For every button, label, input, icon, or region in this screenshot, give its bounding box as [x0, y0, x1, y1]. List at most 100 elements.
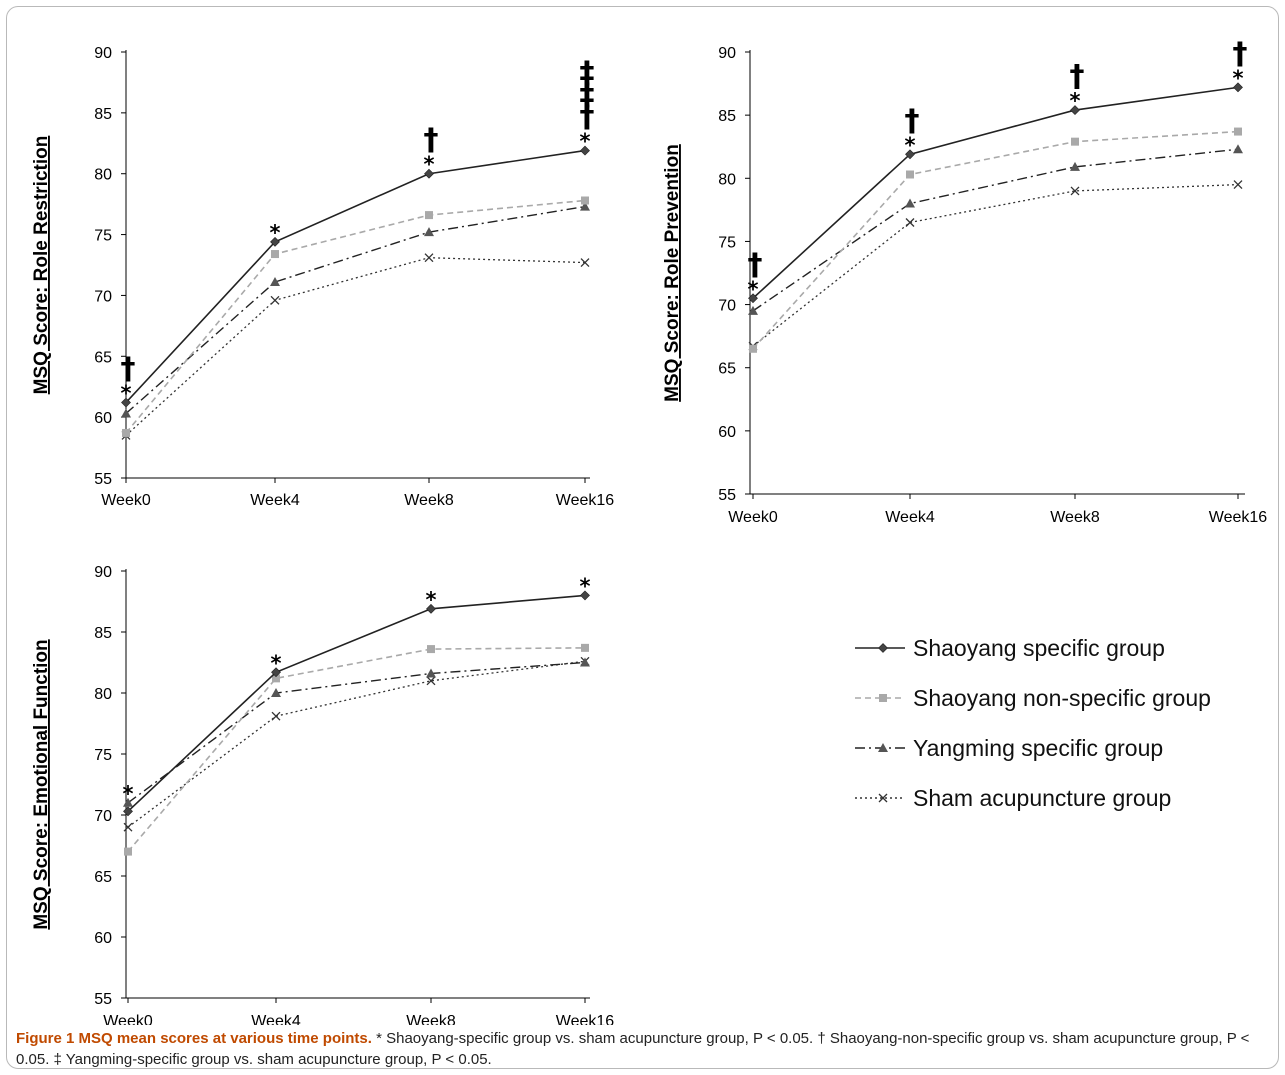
y-tick-label: 75 [94, 747, 112, 764]
y-tick-label: 70 [94, 288, 112, 305]
y-tick-label: 60 [718, 424, 736, 441]
series-yangming-specific-group [123, 657, 590, 807]
legend-entry: Shaoyang non-specific group [855, 685, 1211, 711]
significance-mark: † [424, 123, 439, 158]
data-point [581, 196, 589, 205]
significance-mark: † [748, 247, 763, 282]
data-point [580, 657, 590, 667]
data-point [271, 711, 281, 721]
data-point [748, 305, 758, 315]
series-line [125, 149, 586, 404]
significance-mark: † [580, 100, 595, 135]
chart-role-restriction: 55 60 65 70 75 80 85 90 Week0 Week4 Week8 Week16 MSQ… [31, 45, 614, 509]
y-tick-label: 65 [94, 349, 112, 366]
significance-mark: † [121, 352, 136, 387]
y-tick-label: 85 [94, 106, 112, 123]
data-point [1070, 105, 1080, 116]
legend-label: Sham acupuncture group [913, 785, 1171, 811]
series-shaoyang-specific-group [748, 82, 1243, 304]
significance-mark: † [905, 103, 920, 138]
data-point [905, 218, 915, 227]
data-point [122, 428, 130, 437]
data-point [270, 277, 280, 287]
data-point [1071, 137, 1079, 146]
significance-mark: ‡ [580, 56, 595, 91]
significance-mark: * [748, 277, 759, 301]
data-point [748, 293, 758, 304]
series-shaoyang-specific-group [121, 145, 590, 408]
data-point [905, 149, 915, 160]
x-tick-label: Week4 [250, 492, 300, 509]
data-point [580, 590, 590, 601]
legend-entry: Yangming specific group [855, 735, 1163, 761]
series-line [127, 647, 586, 853]
data-point [271, 688, 281, 697]
data-point [424, 168, 434, 179]
data-point [581, 643, 589, 652]
figure-caption: Figure 1 MSQ mean scores at various time… [16, 1028, 1271, 1070]
series-line [127, 660, 586, 828]
caption-title: Figure 1 MSQ mean scores at various time… [16, 1030, 372, 1047]
y-axis-title: MSQ Score: Role Restriction [31, 136, 52, 395]
data-point [271, 250, 279, 259]
data-point [123, 797, 133, 807]
x-tick-label: Week8 [406, 1013, 456, 1025]
series-line [127, 661, 586, 804]
y-tick-label: 65 [94, 869, 112, 886]
caption-text: * Shaoyang-specific group vs. sham acupu… [16, 1030, 1250, 1068]
chart-emotional-function: 55 60 65 70 75 80 85 90 Week0 Week4 Week8 Week16 MSQ… [31, 564, 614, 1025]
x-tick-label: Week4 [885, 509, 935, 526]
x-tick-label: Week16 [556, 492, 615, 509]
legend-entry: Sham acupuncture group [855, 785, 1171, 811]
legend-swatch-marker [878, 643, 888, 653]
data-point [580, 145, 590, 156]
y-tick-label: 55 [718, 487, 736, 504]
data-point [121, 408, 131, 418]
series-line [752, 86, 1239, 299]
y-tick-label: 55 [94, 991, 112, 1008]
y-tick-label: 60 [94, 930, 112, 947]
data-point [1234, 127, 1242, 136]
data-point [270, 295, 280, 305]
y-tick-label: 70 [94, 808, 112, 825]
legend-swatch-marker [878, 743, 888, 752]
y-tick-label: 85 [94, 625, 112, 642]
significance-mark: * [123, 782, 134, 806]
series-shaoyang-non-specific-group [124, 643, 589, 856]
data-point [905, 198, 915, 208]
x-tick-label: Week8 [404, 492, 454, 509]
data-point [426, 676, 436, 686]
data-point [123, 806, 133, 817]
y-tick-label: 85 [718, 108, 736, 125]
series-shaoyang-non-specific-group [749, 127, 1242, 353]
y-tick-label: 70 [718, 298, 736, 315]
legend-label: Yangming specific group [913, 735, 1163, 761]
significance-mark: * [271, 651, 282, 675]
significance-mark: † [1233, 36, 1248, 71]
y-tick-label: 90 [94, 564, 112, 581]
series-yangming-specific-group [121, 201, 590, 418]
significance-mark: * [424, 153, 435, 177]
series-sham-acupuncture-group [121, 253, 590, 440]
data-point [424, 227, 434, 237]
data-point [580, 258, 590, 268]
series-shaoyang-specific-group [123, 590, 590, 817]
y-tick-label: 90 [94, 45, 112, 62]
legend-label: Shaoyang specific group [913, 635, 1165, 661]
significance-mark: * [905, 133, 916, 157]
data-point [426, 668, 436, 678]
x-tick-label: Week0 [101, 492, 151, 509]
significance-mark: * [121, 382, 132, 406]
data-point [124, 847, 132, 856]
x-tick-label: Week0 [728, 509, 778, 526]
x-tick-label: Week0 [103, 1013, 153, 1025]
legend-swatch-marker [878, 793, 888, 803]
significance-mark: * [426, 588, 437, 612]
significance-mark: * [1233, 66, 1244, 90]
y-axis-title: MSQ Score: Emotional Function [31, 639, 52, 929]
series-line [125, 205, 586, 415]
data-point [424, 253, 434, 263]
series-sham-acupuncture-group [748, 180, 1243, 351]
legend-label: Shaoyang non-specific group [913, 685, 1211, 711]
data-point [426, 603, 436, 614]
